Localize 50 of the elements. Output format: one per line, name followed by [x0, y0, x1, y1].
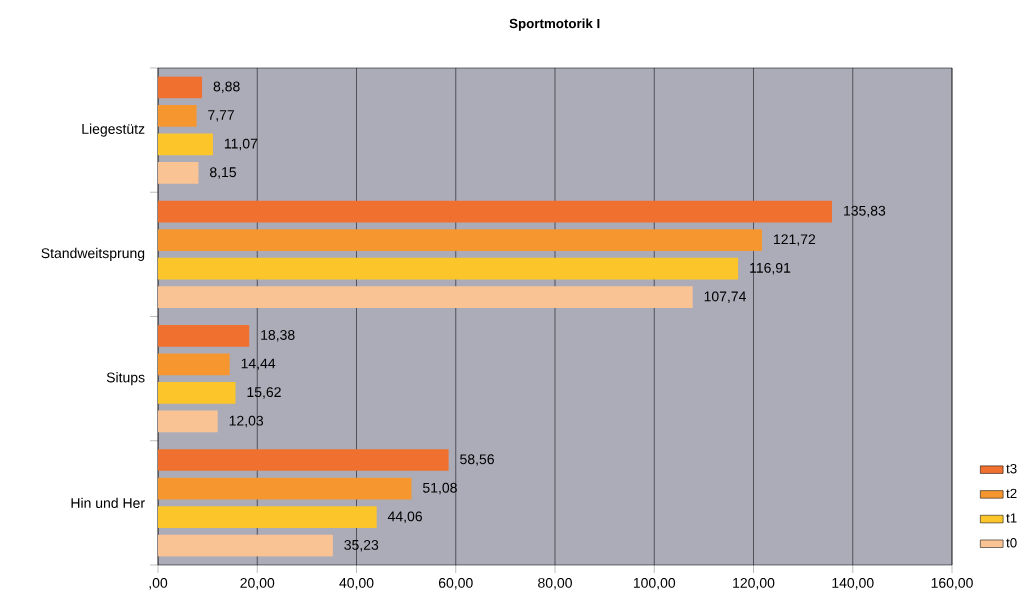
bar	[158, 229, 763, 251]
data-label: 15,62	[247, 387, 281, 399]
data-label: 7,77	[208, 110, 235, 122]
data-label: 121,72	[774, 234, 816, 246]
data-label: 8,15	[209, 167, 237, 179]
bar	[158, 324, 250, 347]
data-label: 44,06	[387, 511, 422, 523]
bar	[158, 382, 236, 404]
data-label: 12,03	[229, 415, 264, 428]
x-tick-label: 140,00	[832, 577, 874, 590]
data-label: 35,23	[344, 539, 379, 552]
y-tick-label: Hin und Her	[71, 497, 145, 509]
bar	[158, 104, 197, 127]
data-label: 107,74	[704, 291, 746, 304]
x-tick-label: 40,00	[339, 577, 374, 590]
x-tick-label: 120,00	[733, 577, 775, 590]
data-label: 116,91	[750, 262, 791, 275]
legend-label: t0	[1006, 538, 1017, 548]
data-label: 8,88	[213, 81, 240, 94]
legend-label: t1	[1006, 513, 1017, 523]
bar	[158, 162, 199, 184]
x-tick-label: 100,00	[633, 577, 676, 590]
y-tick-label: Standweitsprung	[41, 247, 145, 261]
legend-label: t3	[1006, 463, 1017, 474]
x-tick-label: ,00	[149, 577, 168, 590]
bar	[158, 477, 412, 500]
data-label: 18,38	[261, 329, 295, 342]
bar	[158, 353, 230, 376]
bar	[158, 410, 218, 433]
x-tick-label: 80,00	[538, 577, 572, 590]
data-label: 14,44	[241, 358, 276, 371]
data-label: 135,83	[844, 205, 886, 218]
y-tick-label: Situps	[106, 372, 145, 386]
data-label: 11,07	[224, 138, 258, 151]
y-tick-label: Liegestütz	[82, 123, 145, 137]
bar	[158, 534, 333, 557]
data-label: 58,56	[460, 454, 494, 466]
bar	[158, 449, 449, 471]
bar	[158, 506, 377, 529]
bar	[158, 200, 833, 223]
bar	[158, 257, 739, 280]
x-tick-label: 60,00	[438, 577, 473, 590]
bar	[158, 133, 213, 156]
data-label: 51,08	[422, 482, 457, 495]
legend-label: t2	[1006, 488, 1017, 499]
x-tick-label: 20,00	[240, 577, 275, 590]
bar	[158, 76, 203, 99]
bar	[158, 286, 693, 309]
x-tick-label: 160,00	[931, 577, 973, 590]
chart-title: Sportmotorik I	[509, 18, 600, 31]
